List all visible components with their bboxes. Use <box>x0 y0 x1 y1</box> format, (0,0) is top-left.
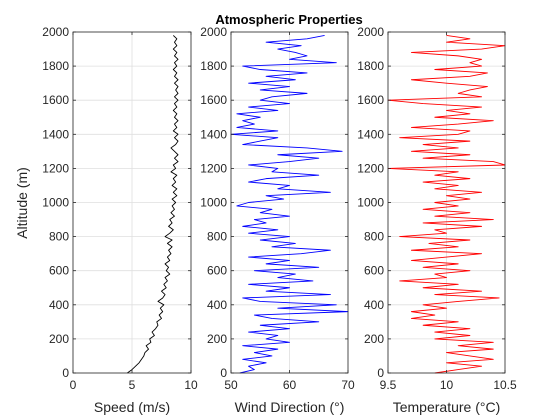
figure-title: Atmospheric Properties <box>215 12 362 27</box>
wind-direction-x-tick-label: 50 <box>224 378 238 392</box>
speed-y-tick-label: 1200 <box>42 161 69 175</box>
wind-direction-y-tick-label: 1400 <box>200 127 227 141</box>
wind-direction-series-line <box>230 34 349 374</box>
temperature-y-tick-label: 1600 <box>357 93 384 107</box>
temperature-y-tick-label: 800 <box>364 230 384 244</box>
temperature-y-tick-label: 600 <box>364 264 384 278</box>
temperature-x-tick-label: 10.5 <box>493 378 517 392</box>
speed-panel: 0 5 10 0 200 400 600 800 1000 1200 1400 1600 1800 200… <box>42 25 198 415</box>
temperature-panel: 9.5 10 10.5 0 200 400 600 800 1000 1200 1400 1600 18… <box>357 25 517 415</box>
temperature-y-tick-label: 200 <box>364 332 384 346</box>
speed-y-tick-label: 1400 <box>42 127 69 141</box>
wind-direction-y-tick-label: 0 <box>220 366 227 380</box>
wind-direction-y-tick-label: 400 <box>207 298 227 312</box>
wind-direction-y-tick-label: 1000 <box>200 196 227 210</box>
wind-direction-y-tick-label: 2000 <box>200 25 227 39</box>
temperature-x-tick-label: 9.5 <box>380 378 397 392</box>
speed-y-tick-label: 1000 <box>42 196 69 210</box>
wind-direction-panel: 50 60 70 0 200 400 600 800 1000 1200 1400 1600 1800 2… <box>200 25 355 415</box>
wind-direction-y-tick-label: 800 <box>207 230 227 244</box>
wind-direction-x-axis-label: Wind Direction (°) <box>235 399 345 415</box>
temperature-x-tick-label: 10 <box>440 378 454 392</box>
speed-y-tick-label: 2000 <box>42 25 69 39</box>
speed-y-tick-label: 1800 <box>42 59 69 73</box>
temperature-y-tick-label: 400 <box>364 298 384 312</box>
y-axis-label: Altitude (m) <box>14 167 30 239</box>
speed-x-tick-label: 10 <box>184 378 198 392</box>
speed-y-tick-label: 0 <box>62 366 69 380</box>
speed-x-tick-label: 0 <box>70 378 77 392</box>
speed-y-tick-label: 400 <box>49 298 69 312</box>
wind-direction-y-tick-label: 200 <box>207 332 227 346</box>
temperature-x-axis-label: Temperature (°C) <box>393 399 501 415</box>
speed-x-axis-label: Speed (m/s) <box>94 399 170 415</box>
chart-panels: 0 5 10020040060080010001200140016001800200… <box>42 25 517 415</box>
wind-direction-x-tick-label: 60 <box>283 378 297 392</box>
wind-direction-y-tick-label: 1600 <box>200 93 227 107</box>
temperature-y-tick-label: 0 <box>377 366 384 380</box>
wind-direction-y-tick-label: 1800 <box>200 59 227 73</box>
wind-direction-x-tick-label: 70 <box>341 378 355 392</box>
temperature-y-tick-label: 1800 <box>357 59 384 73</box>
speed-y-tick-label: 800 <box>49 230 69 244</box>
temperature-y-tick-label: 1200 <box>357 161 384 175</box>
temperature-series-line <box>387 34 506 374</box>
speed-x-tick-label: 5 <box>129 378 136 392</box>
speed-y-tick-label: 600 <box>49 264 69 278</box>
temperature-y-tick-label: 1400 <box>357 127 384 141</box>
speed-y-tick-label: 200 <box>49 332 69 346</box>
wind-direction-y-tick-label: 1200 <box>200 161 227 175</box>
wind-direction-y-tick-label: 600 <box>207 264 227 278</box>
temperature-y-tick-label: 1000 <box>357 196 384 210</box>
speed-series-line <box>127 35 179 374</box>
speed-y-tick-label: 1600 <box>42 93 69 107</box>
temperature-y-tick-label: 2000 <box>357 25 384 39</box>
